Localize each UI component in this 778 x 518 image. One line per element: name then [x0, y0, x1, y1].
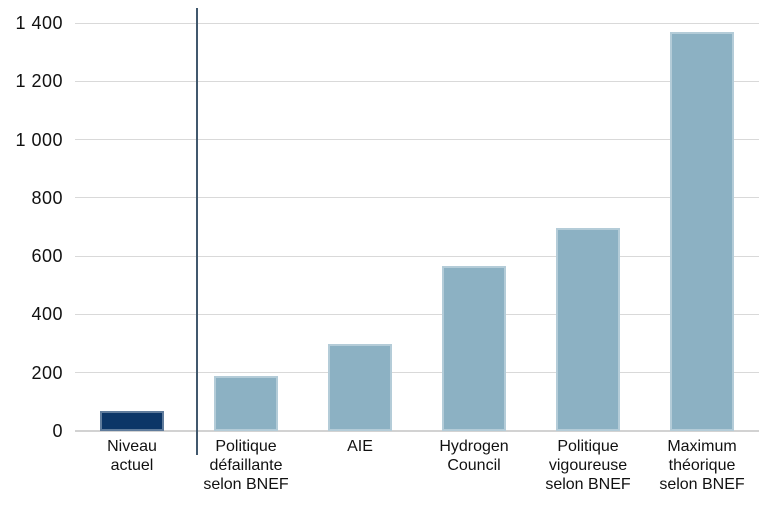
x-label-line: défaillante	[209, 457, 283, 474]
bar-politique-vigoureuse-selon-bnef	[556, 228, 620, 431]
gridline-1200	[75, 80, 759, 82]
x-label-line: selon BNEF	[545, 476, 631, 493]
category-separator-line	[196, 8, 198, 455]
y-axis-tick-label: 800	[31, 187, 63, 208]
gridline-1000	[75, 139, 759, 141]
bar-politique-defaillante-selon-bnef	[214, 375, 278, 431]
gridline-600	[75, 255, 759, 257]
bar-hydrogen-council	[442, 266, 506, 431]
x-label-politique-vigoureuse-selon-bnef: Politique vigoureuse selon BNEF	[527, 437, 649, 494]
x-label-maximum-theorique-selon-bnef: Maximum théorique selon BNEF	[641, 437, 763, 494]
x-label-line: Hydrogen	[439, 438, 509, 455]
y-axis-tick-label: 1 200	[15, 71, 63, 92]
x-label-line: Council	[447, 457, 501, 474]
x-label-line: selon BNEF	[203, 476, 289, 493]
x-label-line: actuel	[110, 457, 154, 474]
x-label-line: AIE	[347, 438, 373, 455]
x-label-line: Politique	[215, 438, 277, 455]
x-label-hydrogen-council: Hydrogen Council	[413, 437, 535, 475]
gridline-800	[75, 197, 759, 199]
x-label-line: Politique	[557, 438, 619, 455]
bar-maximum-theorique-selon-bnef	[670, 31, 734, 431]
gridline-1400	[75, 22, 759, 24]
gridline-200	[75, 372, 759, 374]
x-label-niveau-actuel: Niveau actuel	[71, 437, 193, 475]
x-label-line: selon BNEF	[659, 476, 745, 493]
y-axis-tick-label: 0	[52, 421, 63, 441]
y-axis-tick-label: 1 000	[15, 129, 63, 150]
gridline-400	[75, 313, 759, 315]
x-label-aie: AIE	[299, 437, 421, 456]
bar-niveau-actuel	[100, 410, 164, 431]
x-label-line: Maximum	[667, 438, 737, 455]
y-axis-tick-label: 600	[31, 246, 63, 267]
x-label-line: théorique	[668, 457, 736, 474]
y-axis-tick-label: 200	[31, 362, 63, 383]
y-axis-tick-label: 400	[31, 304, 63, 325]
x-label-politique-defaillante-selon-bnef: Politique défaillante selon BNEF	[185, 437, 307, 494]
x-label-line: Niveau	[107, 438, 157, 455]
x-axis-line	[75, 430, 759, 432]
x-label-line: vigoureuse	[548, 457, 628, 474]
bar-aie	[328, 343, 392, 431]
y-axis-tick-label: 1 400	[15, 13, 63, 33]
